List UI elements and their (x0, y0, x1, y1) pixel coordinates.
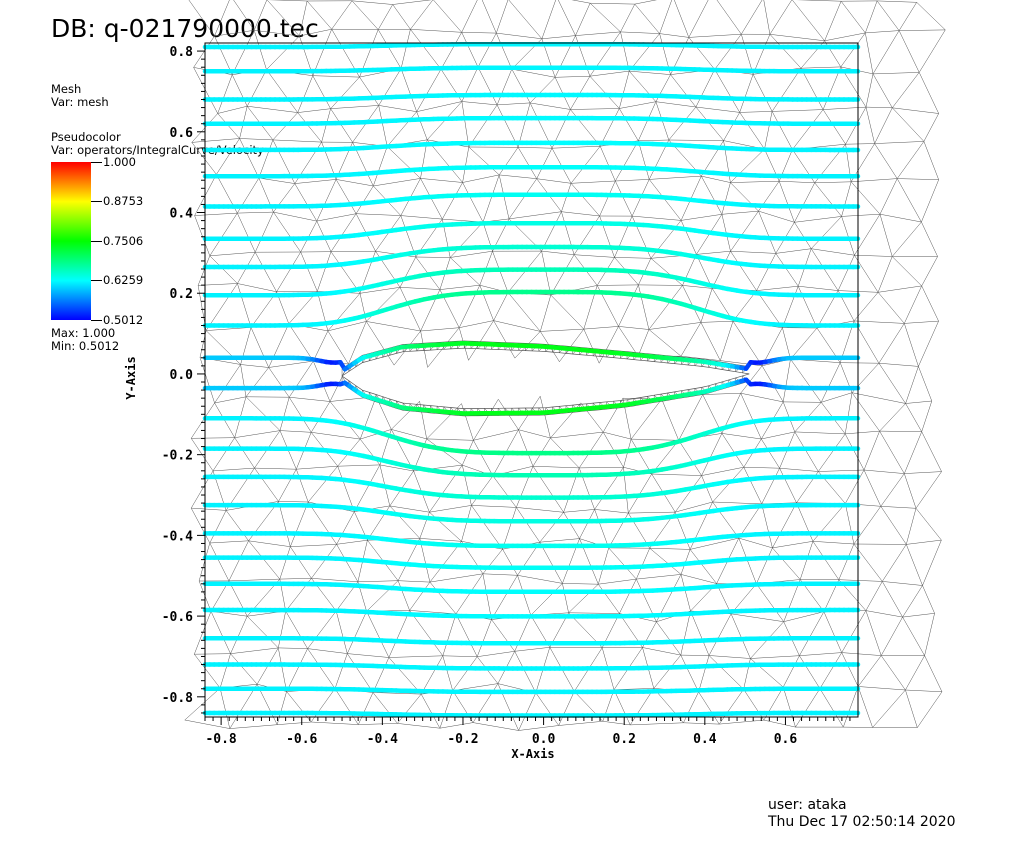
y-tick-label: -0.8 (162, 691, 193, 706)
colorbar-label: 0.8753 (103, 194, 144, 208)
plot-frame (204, 42, 859, 718)
legend-mesh-type: Mesh (51, 82, 82, 96)
y-tick-label: -0.2 (162, 449, 193, 464)
y-tick-label: -0.6 (162, 610, 193, 625)
colorbar-label-max: 1.000 (103, 155, 136, 169)
colorbar-tick (91, 241, 102, 242)
x-tick-label: 0.4 (693, 732, 717, 747)
x-tick-label: 0.0 (532, 732, 556, 747)
colorbar-tick (91, 162, 102, 163)
x-tick-label: -0.4 (367, 732, 398, 747)
legend-mesh-var: Var: mesh (51, 95, 109, 109)
colorbar-label-min: 0.5012 (103, 313, 144, 327)
legend-pseudocolor-type: Pseudocolor (51, 130, 121, 144)
colorbar-label: 0.7506 (103, 234, 144, 248)
streamlines-layer (202, 41, 861, 718)
y-tick-label: 0.8 (170, 45, 194, 60)
x-tick-label: 0.2 (612, 732, 635, 747)
x-axis-title: X-Axis (511, 747, 554, 761)
footer-timestamp: Thu Dec 17 02:50:14 2020 (768, 814, 956, 830)
y-tick-label: 0.6 (170, 126, 194, 141)
x-tick-label: -0.6 (286, 732, 317, 747)
y-axis-title: Y-Axis (124, 356, 138, 399)
y-tick-label: 0.0 (170, 368, 194, 383)
colorbar-label: 0.6259 (103, 273, 144, 287)
y-tick-label: 0.2 (170, 287, 193, 302)
mesh-layer (184, 0, 946, 731)
colorbar-tick (91, 201, 102, 202)
y-tick-label: 0.4 (170, 207, 194, 222)
colorbar-tick (91, 320, 102, 321)
axes: -0.8 -0.6 -0.4 -0.2 0.0 0.2 0.4 0.6 0.8 0.6 0.4 0.2… (162, 42, 859, 747)
legend-pseudocolor-var: Var: operators/IntegralCurve/Velocity (51, 143, 264, 157)
x-tick-label: -0.8 (205, 732, 236, 747)
legend-max: Max: 1.000 (51, 326, 116, 340)
legend-min: Min: 0.5012 (51, 339, 120, 353)
x-tick-label: -0.2 (447, 732, 478, 747)
colorbar-tick (91, 280, 102, 281)
plot-title: DB: q-021790000.tec (51, 14, 319, 43)
colorbar (51, 162, 91, 320)
footer-user: user: ataka (768, 797, 847, 813)
x-tick-label: 0.6 (774, 732, 798, 747)
airfoil-mesh (341, 340, 750, 417)
y-tick-label: -0.4 (162, 529, 193, 544)
